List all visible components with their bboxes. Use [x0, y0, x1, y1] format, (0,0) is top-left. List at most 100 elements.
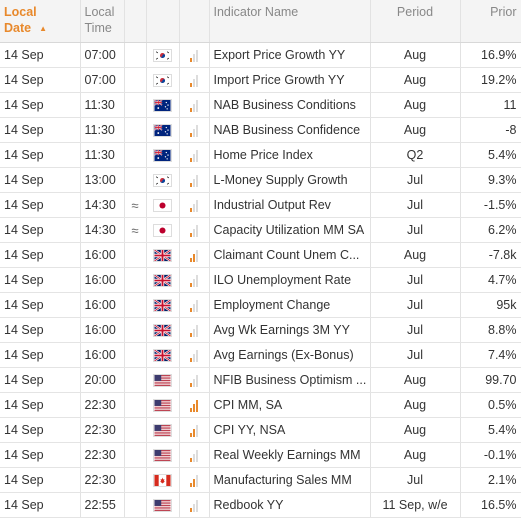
prior-cell: 99.70: [460, 367, 521, 393]
table-row[interactable]: 14 Sep 20:00 NFIB Business Optimism ... Aug…: [0, 367, 521, 393]
column-header-period[interactable]: Period: [370, 0, 461, 43]
date-cell: 14 Sep: [0, 167, 81, 193]
table-row[interactable]: 14 Sep 11:30 NAB Business Confidence Aug -8: [0, 117, 521, 143]
table-row[interactable]: 14 Sep 07:00 Export Price Growth YY Aug 16.9…: [0, 42, 521, 68]
prior-cell: 8.8%: [460, 317, 521, 343]
importance-bars-icon: [190, 49, 198, 62]
time-cell: 16:00: [80, 292, 125, 318]
table-row[interactable]: 14 Sep 16:00 Employment Change Jul 95k: [0, 292, 521, 318]
prior-cell: 16.9%: [460, 42, 521, 68]
column-header-local-time[interactable]: Local Time: [80, 0, 125, 43]
column-header-local-date[interactable]: Local Date ▲: [0, 0, 81, 43]
time-cell: 22:30: [80, 442, 125, 468]
table-row[interactable]: 14 Sep 07:00 Import Price Growth YY Aug 19.2…: [0, 67, 521, 93]
indicator-name-cell[interactable]: Industrial Output Rev: [209, 192, 371, 218]
table-row[interactable]: 14 Sep 16:00 Avg Wk Earnings 3M YY Jul 8.8%: [0, 317, 521, 343]
prior-cell: 95k: [460, 292, 521, 318]
table-row[interactable]: 14 Sep 22:30 CPI MM, SA Aug 0.5%: [0, 392, 521, 418]
date-cell: 14 Sep: [0, 142, 81, 168]
period-cell: Aug: [370, 92, 461, 118]
period-cell: 11 Sep, w/e: [370, 492, 461, 518]
country-cell: [146, 192, 180, 218]
indicator-name-cell[interactable]: CPI YY, NSA: [209, 417, 371, 443]
indicator-name-cell[interactable]: Avg Wk Earnings 3M YY: [209, 317, 371, 343]
importance-cell: [179, 67, 210, 93]
date-cell: 14 Sep: [0, 267, 81, 293]
country-cell: [146, 67, 180, 93]
importance-cell: [179, 417, 210, 443]
country-cell: [146, 392, 180, 418]
period-cell: Jul: [370, 267, 461, 293]
prior-cell: -8: [460, 117, 521, 143]
importance-bars-icon: [190, 99, 198, 112]
table-row[interactable]: 14 Sep 16:00 Claimant Count Unem C... Aug -7…: [0, 242, 521, 268]
importance-cell: [179, 292, 210, 318]
period-cell: Jul: [370, 167, 461, 193]
importance-bars-icon: [190, 324, 198, 337]
indicator-name-cell[interactable]: Claimant Count Unem C...: [209, 242, 371, 268]
prior-label: Prior: [490, 5, 517, 19]
date-cell: 14 Sep: [0, 92, 81, 118]
country-cell: [146, 142, 180, 168]
date-cell: 14 Sep: [0, 242, 81, 268]
time-cell: 11:30: [80, 117, 125, 143]
table-row[interactable]: 14 Sep 16:00 Avg Earnings (Ex-Bonus) Jul 7.4…: [0, 342, 521, 368]
prior-cell: 6.2%: [460, 217, 521, 243]
indicator-name-cell[interactable]: NAB Business Conditions: [209, 92, 371, 118]
date-cell: 14 Sep: [0, 342, 81, 368]
us-flag-icon: [153, 449, 172, 463]
approx-icon: [124, 492, 147, 518]
column-header-indicator-name[interactable]: Indicator Name: [209, 0, 371, 43]
approx-icon: [124, 392, 147, 418]
indicator-name-cell[interactable]: Redbook YY: [209, 492, 371, 518]
time-cell: 22:55: [80, 492, 125, 518]
date-cell: 14 Sep: [0, 67, 81, 93]
indicator-name-cell[interactable]: Import Price Growth YY: [209, 67, 371, 93]
indicator-name-cell[interactable]: Manufacturing Sales MM: [209, 467, 371, 493]
importance-cell: [179, 192, 210, 218]
prior-cell: -0.1%: [460, 442, 521, 468]
table-row[interactable]: 14 Sep 14:30 ≈ Capacity Utilization MM SA Ju…: [0, 217, 521, 243]
column-header-prior[interactable]: Prior: [460, 0, 521, 43]
table-row[interactable]: 14 Sep 11:30 NAB Business Conditions Aug 11: [0, 92, 521, 118]
indicator-name-cell[interactable]: NFIB Business Optimism ...: [209, 367, 371, 393]
indicator-name-cell[interactable]: Real Weekly Earnings MM: [209, 442, 371, 468]
indicator-name-cell[interactable]: Home Price Index: [209, 142, 371, 168]
period-cell: Aug: [370, 367, 461, 393]
table-row[interactable]: 14 Sep 22:55 Redbook YY 11 Sep, w/e 16.5%: [0, 492, 521, 518]
prior-cell: -7.8k: [460, 242, 521, 268]
indicator-name-cell[interactable]: CPI MM, SA: [209, 392, 371, 418]
indicator-name-cell[interactable]: Avg Earnings (Ex-Bonus): [209, 342, 371, 368]
date-cell: 14 Sep: [0, 42, 81, 68]
importance-cell: [179, 42, 210, 68]
period-cell: Aug: [370, 242, 461, 268]
indicator-name-cell[interactable]: Export Price Growth YY: [209, 42, 371, 68]
table-row[interactable]: 14 Sep 22:30 CPI YY, NSA Aug 5.4%: [0, 417, 521, 443]
table-row[interactable]: 14 Sep 22:30 Real Weekly Earnings MM Aug -0.…: [0, 442, 521, 468]
approx-icon: [124, 292, 147, 318]
indicator-name-cell[interactable]: L-Money Supply Growth: [209, 167, 371, 193]
period-cell: Aug: [370, 117, 461, 143]
table-row[interactable]: 14 Sep 14:30 ≈ Industrial Output Rev Jul -1.5…: [0, 192, 521, 218]
japan-flag-icon: [153, 224, 172, 238]
table-row[interactable]: 14 Sep 13:00 L-Money Supply Growth Jul 9.3%: [0, 167, 521, 193]
approx-icon: [124, 417, 147, 443]
indicator-name-cell[interactable]: NAB Business Confidence: [209, 117, 371, 143]
importance-bars-icon: [190, 424, 198, 437]
importance-bars-icon: [190, 199, 198, 212]
uk-flag-icon: [153, 274, 172, 288]
time-cell: 16:00: [80, 342, 125, 368]
period-cell: Jul: [370, 292, 461, 318]
indicator-name-cell[interactable]: ILO Unemployment Rate: [209, 267, 371, 293]
australia-flag-icon: [153, 124, 172, 138]
indicator-name-cell[interactable]: Capacity Utilization MM SA: [209, 217, 371, 243]
table-row[interactable]: 14 Sep 16:00 ILO Unemployment Rate Jul 4.7%: [0, 267, 521, 293]
time-cell: 16:00: [80, 317, 125, 343]
date-cell: 14 Sep: [0, 442, 81, 468]
importance-bars-icon: [190, 274, 198, 287]
prior-cell: 5.4%: [460, 417, 521, 443]
indicator-name-cell[interactable]: Employment Change: [209, 292, 371, 318]
table-row[interactable]: 14 Sep 11:30 Home Price Index Q2 5.4%: [0, 142, 521, 168]
table-row[interactable]: 14 Sep 22:30 Manufacturing Sales MM Jul 2.1%: [0, 467, 521, 493]
uk-flag-icon: [153, 299, 172, 313]
